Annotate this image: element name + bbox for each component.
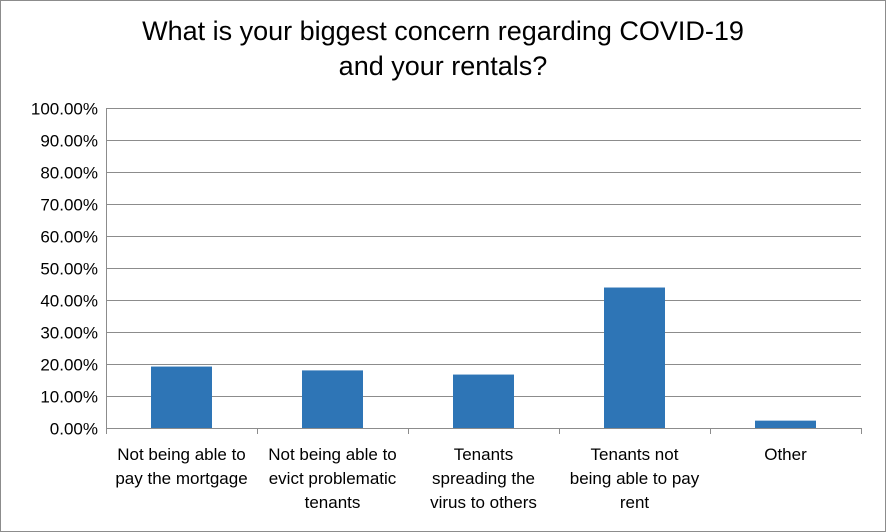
x-tick-label: Not being able to pay the mortgage [107,443,257,491]
x-tick-label-line: Tenants not [590,445,679,464]
y-tick-label: 60.00% [40,228,98,247]
chart-title-line-2: and your rentals? [338,51,548,81]
x-tick-label-line: tenants [304,493,361,512]
y-tick-label: 20.00% [40,356,98,375]
x-tick-label-line: being able to pay [569,469,700,488]
y-tick-label: 0.00% [50,420,98,439]
x-axis [106,428,862,434]
y-tick-label: 30.00% [40,324,98,343]
chart-title-line-1: What is your biggest concern regarding C… [142,16,744,46]
y-tick-label: 90.00% [40,132,98,151]
x-tick-label-line: Tenants [453,445,514,464]
x-tick-label-line: Other [764,445,807,464]
y-tick-label: 10.00% [40,388,98,407]
bar [302,370,363,428]
x-tick-label: Not being able to evict problematic tenant… [258,443,408,515]
gridlines [106,108,861,429]
y-tick-label: 40.00% [40,292,98,311]
bars [151,287,816,428]
x-tick-label: Tenants spreading the virus to others [409,443,559,515]
x-tick-label: Tenants not being able to pay rent [560,443,710,515]
bar [755,420,816,428]
y-tick-label: 80.00% [40,164,98,183]
x-tick-label-line: Not being able to [117,445,246,464]
x-tick-label-line: pay the mortgage [115,469,248,488]
x-tick-label-line: virus to others [430,493,537,512]
y-tick-label: 70.00% [40,196,98,215]
y-tick-label: 50.00% [40,260,98,279]
x-tick-label-line: evict problematic [268,469,397,488]
bar [604,287,665,428]
x-tick-label: Other [711,443,861,467]
x-tick-label-line: Not being able to [268,445,397,464]
x-tick-label-line: spreading the [431,469,536,488]
y-axis: 0.00% 10.00% 20.00% 30.00% 40.00% 50.00% 60.00… [31,100,107,439]
bar [453,374,514,428]
bar [151,366,212,428]
chart-title: What is your biggest concern regarding C… [0,14,886,84]
y-tick-label: 100.00% [31,100,98,119]
x-tick-label-line: rent [619,493,650,512]
